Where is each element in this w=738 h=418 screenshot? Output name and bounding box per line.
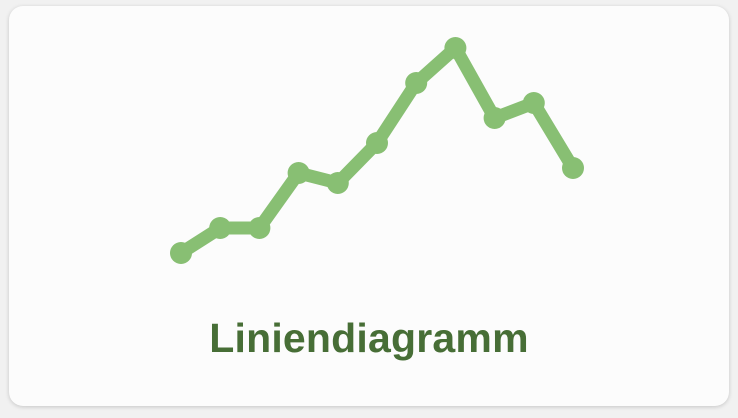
data-point-9 [483, 107, 506, 129]
data-point-5 [326, 172, 349, 194]
data-point-3 [248, 217, 271, 239]
chart-type-card[interactable] [9, 6, 729, 406]
data-point-8 [444, 37, 467, 59]
data-point-10 [522, 92, 545, 114]
card-title: Liniendiagramm [209, 315, 529, 361]
data-point-2 [209, 217, 232, 239]
data-point-1 [170, 242, 192, 264]
data-point-7 [405, 72, 428, 94]
data-point-4 [287, 162, 310, 184]
data-point-6 [366, 132, 388, 154]
data-point-11 [562, 157, 584, 179]
